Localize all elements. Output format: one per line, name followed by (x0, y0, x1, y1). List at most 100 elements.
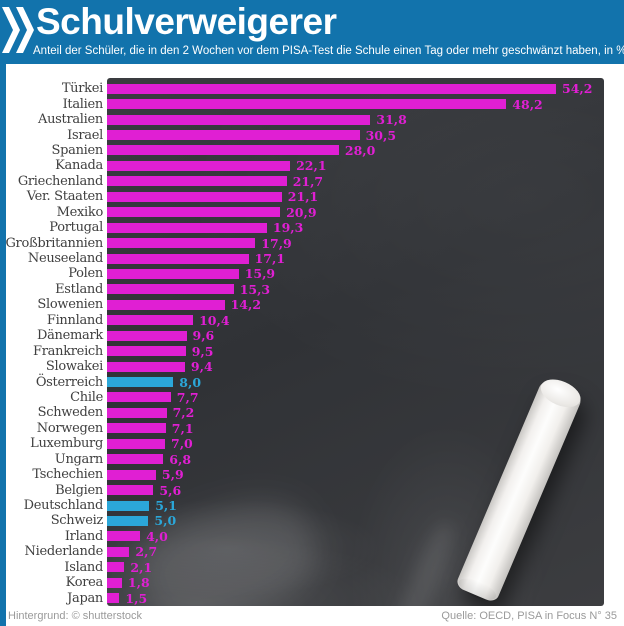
country-label: Australien (37, 112, 103, 128)
value-label: 21,7 (292, 173, 324, 189)
chart-row: Polen 15,9 (0, 266, 624, 281)
bar (107, 222, 267, 233)
bar (107, 531, 141, 542)
value-label: 22,1 (296, 158, 327, 174)
bar (107, 284, 234, 295)
chart-row: Türkei 54,2 (0, 81, 624, 96)
value-label: 5,6 (159, 482, 182, 498)
country-label: Griechenland (17, 173, 103, 189)
value-label: 7,7 (176, 389, 199, 405)
chart-row: Italien 48,2 (0, 96, 624, 112)
value-label: 14,2 (230, 297, 262, 313)
chart-row: Tschechien 5,9 (0, 467, 624, 482)
bar (107, 562, 125, 573)
bar (107, 238, 256, 249)
bar (107, 485, 154, 496)
value-label: 5,9 (161, 467, 184, 483)
chart-rows: Türkei 54,2 Italien 48,2 Australien 31,8 Israe… (0, 78, 624, 606)
country-label: Mexiko (56, 204, 104, 220)
chart-row: Frankreich 9,5 (0, 343, 624, 359)
bar (107, 176, 287, 187)
value-label: 4,0 (146, 528, 168, 544)
country-label: Frankreich (33, 343, 103, 359)
bar (107, 407, 167, 418)
bar (107, 315, 194, 326)
left-accent-strip (0, 64, 6, 626)
bar (107, 330, 187, 341)
country-label: Ver. Staaten (26, 189, 104, 205)
footer: Hintergrund: © shutterstock Quelle: OECD… (0, 606, 624, 626)
chart-row: Portugal 19,3 (0, 220, 624, 235)
chart-row: Schweiz 5,0 (0, 513, 624, 528)
chart-row: Dänemark 9,6 (0, 328, 624, 343)
bar (107, 99, 507, 110)
value-label: 19,3 (272, 220, 304, 236)
value-label: 30,5 (365, 127, 397, 143)
country-label: Polen (68, 266, 103, 282)
country-label: Spanien (51, 142, 104, 158)
chart-row: Spanien 28,0 (0, 143, 624, 158)
chart-row: Mexiko 20,9 (0, 205, 624, 220)
country-label: Island (64, 559, 103, 575)
value-label: 17,1 (254, 251, 286, 267)
bar (107, 546, 130, 557)
country-label: Slowakei (45, 359, 103, 375)
country-label: Niederlande (24, 544, 104, 560)
value-label: 54,2 (562, 81, 593, 97)
bar (107, 423, 166, 434)
source-credit: Quelle: OECD, PISA in Focus N° 35 (441, 610, 617, 622)
value-label: 8,0 (179, 374, 202, 390)
country-label: Italien (62, 96, 104, 112)
bar (107, 207, 281, 218)
country-label: Norwegen (36, 420, 104, 436)
value-label: 17,9 (261, 235, 292, 251)
country-label: Neuseeland (27, 251, 103, 267)
chart-row: Luxemburg 7,0 (0, 436, 624, 451)
chart-row: Norwegen 7,1 (0, 421, 624, 436)
chart-row: Deutschland 5,1 (0, 498, 624, 513)
oecd-logo-icon (2, 7, 34, 53)
chart-row: Korea 1,8 (0, 575, 624, 590)
background-credit: Hintergrund: © shutterstock (8, 610, 143, 622)
country-label: Großbritannien (5, 235, 103, 251)
country-label: Österreich (35, 374, 103, 390)
value-label: 28,0 (344, 142, 376, 158)
value-label: 2,1 (130, 559, 153, 575)
value-label: 6,8 (169, 451, 192, 467)
bar (107, 299, 225, 310)
bar (107, 593, 120, 604)
country-label: Kanada (55, 158, 103, 174)
bar (107, 253, 249, 264)
country-label: Tschechien (32, 467, 103, 483)
chart-row: Israel 30,5 (0, 127, 624, 143)
chart-row: Ungarn 6,8 (0, 452, 624, 467)
value-label: 48,2 (512, 96, 543, 112)
chart-row: Estland 15,3 (0, 282, 624, 297)
chart-row: Island 2,1 (0, 560, 624, 575)
value-label: 15,3 (239, 281, 271, 297)
chart-row: Großbritannien 17,9 (0, 235, 624, 251)
chart-row: Niederlande 2,7 (0, 544, 624, 559)
bar (107, 515, 149, 526)
country-label: Slowenien (37, 297, 103, 313)
chart-row: Slowenien 14,2 (0, 297, 624, 312)
bar (107, 577, 122, 588)
country-label: Estland (55, 281, 103, 297)
value-label: 1,8 (127, 575, 150, 591)
bar (107, 114, 371, 125)
value-label: 20,9 (286, 204, 317, 220)
chart-row: Neuseeland 17,1 (0, 251, 624, 266)
bar (107, 83, 556, 94)
header-banner: Schulverweigerer Anteil der Schüler, die… (0, 0, 624, 64)
country-label: Japan (67, 590, 103, 606)
chart-row: Finnland 10,4 (0, 313, 624, 328)
country-label: Schweiz (50, 513, 104, 529)
country-label: Finnland (46, 312, 103, 328)
bar (107, 438, 165, 449)
bar (107, 469, 156, 480)
country-label: Chile (70, 389, 103, 405)
value-label: 9,6 (192, 328, 215, 344)
bar (107, 160, 291, 171)
value-label: 1,5 (125, 590, 148, 606)
